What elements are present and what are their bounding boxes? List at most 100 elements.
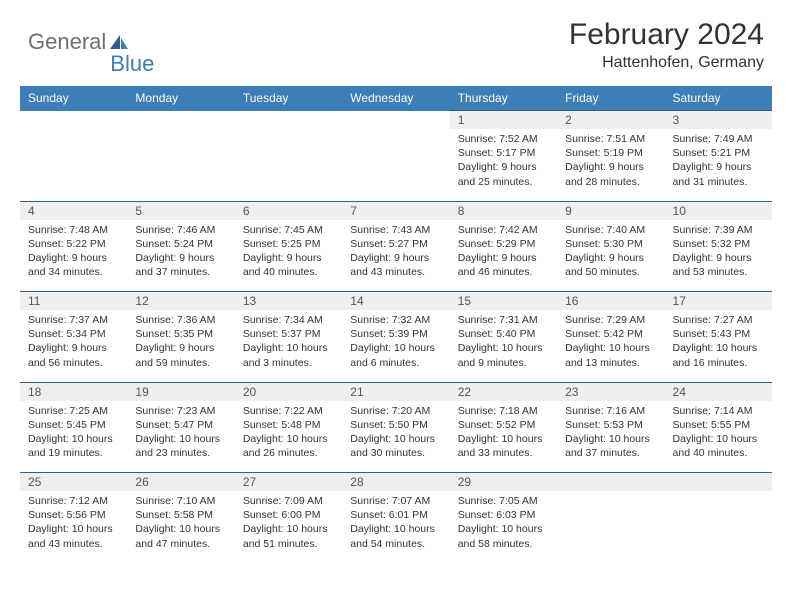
daylight-text: Daylight: 10 hours (673, 432, 764, 446)
sunrise-text: Sunrise: 7:37 AM (28, 313, 119, 327)
info-row: Sunrise: 7:48 AMSunset: 5:22 PMDaylight:… (20, 220, 772, 292)
sunrise-text: Sunrise: 7:45 AM (243, 223, 334, 237)
day-number-cell: 7 (342, 201, 449, 220)
day-number-cell: 19 (127, 382, 234, 401)
sunrise-text: Sunrise: 7:40 AM (565, 223, 656, 237)
sunset-text: Sunset: 5:34 PM (28, 327, 119, 341)
day-info-cell (557, 491, 664, 563)
day-number-cell: 4 (20, 201, 127, 220)
day-info-cell (127, 129, 234, 201)
day-number-cell: 11 (20, 292, 127, 311)
daylight-text-2: and 3 minutes. (243, 356, 334, 370)
day-info-cell: Sunrise: 7:20 AMSunset: 5:50 PMDaylight:… (342, 401, 449, 473)
daylight-text: Daylight: 9 hours (28, 251, 119, 265)
day-info-cell: Sunrise: 7:37 AMSunset: 5:34 PMDaylight:… (20, 310, 127, 382)
calendar-table: SundayMondayTuesdayWednesdayThursdayFrid… (20, 86, 772, 563)
day-info-cell: Sunrise: 7:52 AMSunset: 5:17 PMDaylight:… (450, 129, 557, 201)
day-number-cell: 29 (450, 473, 557, 492)
daynum-row: 18192021222324 (20, 382, 772, 401)
day-number-cell (557, 473, 664, 492)
sunset-text: Sunset: 5:52 PM (458, 418, 549, 432)
sunset-text: Sunset: 5:29 PM (458, 237, 549, 251)
daylight-text: Daylight: 10 hours (458, 341, 549, 355)
day-number-cell: 9 (557, 201, 664, 220)
sunset-text: Sunset: 5:55 PM (673, 418, 764, 432)
info-row: Sunrise: 7:12 AMSunset: 5:56 PMDaylight:… (20, 491, 772, 563)
logo-sail-icon (108, 33, 130, 51)
day-info-cell: Sunrise: 7:18 AMSunset: 5:52 PMDaylight:… (450, 401, 557, 473)
daylight-text-2: and 37 minutes. (135, 265, 226, 279)
sunset-text: Sunset: 5:50 PM (350, 418, 441, 432)
daynum-row: 123 (20, 111, 772, 130)
daynum-row: 45678910 (20, 201, 772, 220)
sunrise-text: Sunrise: 7:32 AM (350, 313, 441, 327)
day-number-cell: 1 (450, 111, 557, 130)
sunrise-text: Sunrise: 7:29 AM (565, 313, 656, 327)
day-number-cell: 24 (665, 382, 772, 401)
day-info-cell: Sunrise: 7:27 AMSunset: 5:43 PMDaylight:… (665, 310, 772, 382)
daylight-text: Daylight: 10 hours (243, 522, 334, 536)
daylight-text: Daylight: 9 hours (28, 341, 119, 355)
daylight-text: Daylight: 10 hours (458, 432, 549, 446)
day-number-cell: 18 (20, 382, 127, 401)
day-info-cell: Sunrise: 7:10 AMSunset: 5:58 PMDaylight:… (127, 491, 234, 563)
day-info-cell: Sunrise: 7:07 AMSunset: 6:01 PMDaylight:… (342, 491, 449, 563)
daylight-text-2: and 13 minutes. (565, 356, 656, 370)
sunset-text: Sunset: 5:43 PM (673, 327, 764, 341)
title-block: February 2024 Hattenhofen, Germany (569, 18, 764, 72)
daylight-text: Daylight: 10 hours (565, 341, 656, 355)
day-info-cell: Sunrise: 7:51 AMSunset: 5:19 PMDaylight:… (557, 129, 664, 201)
day-number-cell: 5 (127, 201, 234, 220)
daylight-text-2: and 16 minutes. (673, 356, 764, 370)
sunset-text: Sunset: 5:45 PM (28, 418, 119, 432)
sunset-text: Sunset: 5:21 PM (673, 146, 764, 160)
daylight-text: Daylight: 10 hours (135, 432, 226, 446)
sunrise-text: Sunrise: 7:09 AM (243, 494, 334, 508)
sunrise-text: Sunrise: 7:52 AM (458, 132, 549, 146)
day-number-cell: 28 (342, 473, 449, 492)
sunset-text: Sunset: 5:25 PM (243, 237, 334, 251)
daynum-row: 11121314151617 (20, 292, 772, 311)
day-info-cell: Sunrise: 7:14 AMSunset: 5:55 PMDaylight:… (665, 401, 772, 473)
daylight-text: Daylight: 9 hours (673, 251, 764, 265)
sunrise-text: Sunrise: 7:20 AM (350, 404, 441, 418)
sunset-text: Sunset: 5:35 PM (135, 327, 226, 341)
sunrise-text: Sunrise: 7:49 AM (673, 132, 764, 146)
day-header: Monday (127, 86, 234, 111)
daylight-text: Daylight: 10 hours (28, 522, 119, 536)
daylight-text-2: and 54 minutes. (350, 537, 441, 551)
sunrise-text: Sunrise: 7:05 AM (458, 494, 549, 508)
day-info-cell: Sunrise: 7:25 AMSunset: 5:45 PMDaylight:… (20, 401, 127, 473)
daylight-text: Daylight: 10 hours (350, 522, 441, 536)
day-info-cell: Sunrise: 7:42 AMSunset: 5:29 PMDaylight:… (450, 220, 557, 292)
day-info-cell: Sunrise: 7:43 AMSunset: 5:27 PMDaylight:… (342, 220, 449, 292)
day-info-cell: Sunrise: 7:39 AMSunset: 5:32 PMDaylight:… (665, 220, 772, 292)
daylight-text: Daylight: 10 hours (135, 522, 226, 536)
daylight-text-2: and 43 minutes. (350, 265, 441, 279)
day-info-cell: Sunrise: 7:22 AMSunset: 5:48 PMDaylight:… (235, 401, 342, 473)
day-number-cell: 23 (557, 382, 664, 401)
daylight-text-2: and 19 minutes. (28, 446, 119, 460)
daylight-text: Daylight: 9 hours (458, 251, 549, 265)
info-row: Sunrise: 7:37 AMSunset: 5:34 PMDaylight:… (20, 310, 772, 382)
daylight-text-2: and 51 minutes. (243, 537, 334, 551)
daylight-text-2: and 30 minutes. (350, 446, 441, 460)
day-number-cell: 20 (235, 382, 342, 401)
day-number-cell: 14 (342, 292, 449, 311)
day-number-cell: 26 (127, 473, 234, 492)
day-info-cell (342, 129, 449, 201)
sunrise-text: Sunrise: 7:48 AM (28, 223, 119, 237)
month-title: February 2024 (569, 18, 764, 52)
daylight-text-2: and 34 minutes. (28, 265, 119, 279)
sunrise-text: Sunrise: 7:10 AM (135, 494, 226, 508)
daylight-text-2: and 26 minutes. (243, 446, 334, 460)
sunset-text: Sunset: 5:17 PM (458, 146, 549, 160)
sunset-text: Sunset: 5:19 PM (565, 146, 656, 160)
daylight-text: Daylight: 9 hours (350, 251, 441, 265)
sunset-text: Sunset: 5:39 PM (350, 327, 441, 341)
sunset-text: Sunset: 5:37 PM (243, 327, 334, 341)
sunrise-text: Sunrise: 7:39 AM (673, 223, 764, 237)
daylight-text-2: and 47 minutes. (135, 537, 226, 551)
daylight-text-2: and 46 minutes. (458, 265, 549, 279)
day-number-cell: 2 (557, 111, 664, 130)
